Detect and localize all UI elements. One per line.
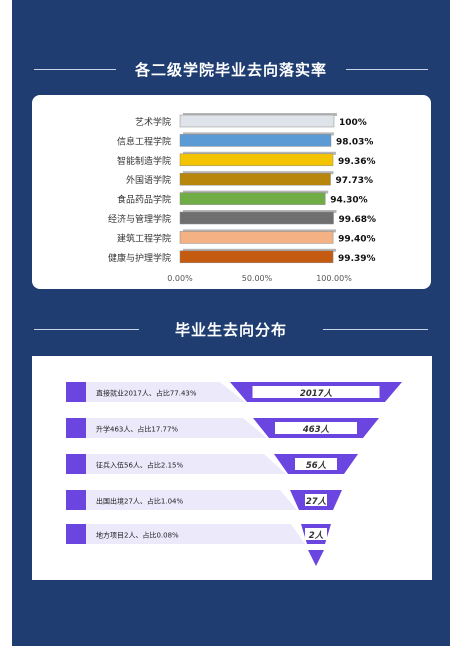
bar-value-label: 99.40% [338,234,376,244]
funnel-value-label: 56人 [306,460,327,471]
bar-category-label: 健康与护理学院 [108,252,171,264]
funnel-label-marker [66,382,86,402]
bar-value-label: 99.39% [338,254,376,264]
bar-depth-face [183,190,329,194]
bar [179,114,335,128]
bar-value-label: 99.36% [338,157,376,167]
bar-value-label: 94.30% [330,196,368,206]
rate-section-title: 各二级学院毕业去向落实率 [134,61,327,79]
bar-depth-face [183,171,334,175]
funnel-category-label: 征兵入伍56人、占比2.15% [96,461,183,470]
funnel-value-box [275,422,357,434]
dest-section-header: 毕业生去向分布 [12,318,450,342]
funnel-label-band [86,382,245,402]
destination-card: 直接就业2017人、占比77.43% 2017人升学463人、占比17.77% 46… [32,356,432,580]
bar-depth-face [183,113,337,116]
bar [179,250,334,264]
title-rule-left [34,329,139,330]
bar-value-label: 97.73% [336,176,374,186]
bar-category-label: 建筑工程学院 [117,232,171,244]
bar-depth-face [183,132,334,136]
funnel-label-marker [66,454,86,474]
bar-category-label: 食品药品学院 [117,194,171,206]
rate-bar-chart: 艺术学院 100% 信息工程学院 98.03% 智能制造学院 99.36% 外国语学院 97.… [108,113,377,283]
bar-category-label: 智能制造学院 [117,155,171,167]
bar [179,153,334,167]
funnel-label-band [86,490,297,510]
bar-depth-face [183,229,337,233]
funnel-label-band [86,454,286,474]
rate-chart-card: 艺术学院 100% 信息工程学院 98.03% 智能制造学院 99.36% 外国语学院 97.… [32,95,431,289]
title-rule-right [346,69,428,70]
funnel-category-label: 直接就业2017人、占比77.43% [96,389,197,398]
bar-category-label: 艺术学院 [135,116,171,128]
bar [179,192,326,205]
rate-section-header: 各二级学院毕业去向落实率 [12,58,450,82]
x-tick-label: 50.00% [242,274,273,283]
funnel-category-label: 出国出境27人、占比1.04% [96,497,183,506]
bar-value-label: 100% [339,118,367,128]
x-tick-label: 100.00% [316,274,352,283]
bar-value-label: 98.03% [336,137,374,147]
dest-section-title: 毕业生去向分布 [174,321,287,339]
funnel-category-label: 升学463人、占比17.77% [96,425,178,434]
funnel-value-label: 463人 [302,424,330,435]
funnel-value-label: 2017人 [300,388,333,399]
funnel-value-box [295,458,337,470]
funnel-label-marker [66,418,86,438]
funnel-label-marker [66,490,86,510]
bar-depth-face [183,151,337,155]
bar-value-label: 99.68% [339,215,377,225]
funnel-value-box [252,386,380,398]
funnel-value-label: 27人 [306,496,327,507]
funnel-value-box [305,494,327,506]
bar [179,172,331,186]
bar-category-label: 信息工程学院 [117,135,171,147]
bar-depth-face [183,248,337,252]
bar [179,211,334,225]
x-tick-label: 0.00% [167,274,193,283]
bar [179,134,332,147]
funnel-tip [308,550,324,566]
infographic-page: 各二级学院毕业去向落实率 艺术学院 100% 信息工程学院 98.03% 智能制造学院 9… [12,0,450,646]
bar-depth-face [183,210,337,213]
title-rule-left [34,69,116,70]
funnel-label-marker [66,524,86,544]
funnel-category-label: 地方项目2人、占比0.08% [96,531,179,540]
bar-category-label: 外国语学院 [126,174,171,186]
funnel-label-band [86,418,267,438]
funnel-value-label: 2人 [309,530,324,541]
bar [179,231,334,244]
funnel-label-band [86,524,305,544]
funnel-value-box [305,528,327,540]
title-rule-right [323,329,428,330]
bar-category-label: 经济与管理学院 [108,213,171,225]
